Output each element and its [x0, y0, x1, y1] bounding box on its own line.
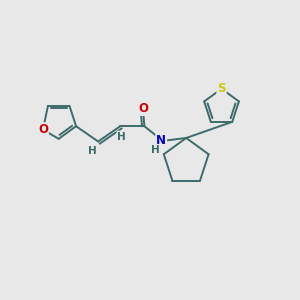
- Text: O: O: [38, 123, 48, 136]
- Text: H: H: [151, 145, 159, 155]
- Text: H: H: [88, 146, 97, 156]
- Text: S: S: [217, 82, 226, 95]
- Text: O: O: [138, 102, 148, 115]
- Text: H: H: [117, 131, 126, 142]
- Text: N: N: [156, 134, 166, 147]
